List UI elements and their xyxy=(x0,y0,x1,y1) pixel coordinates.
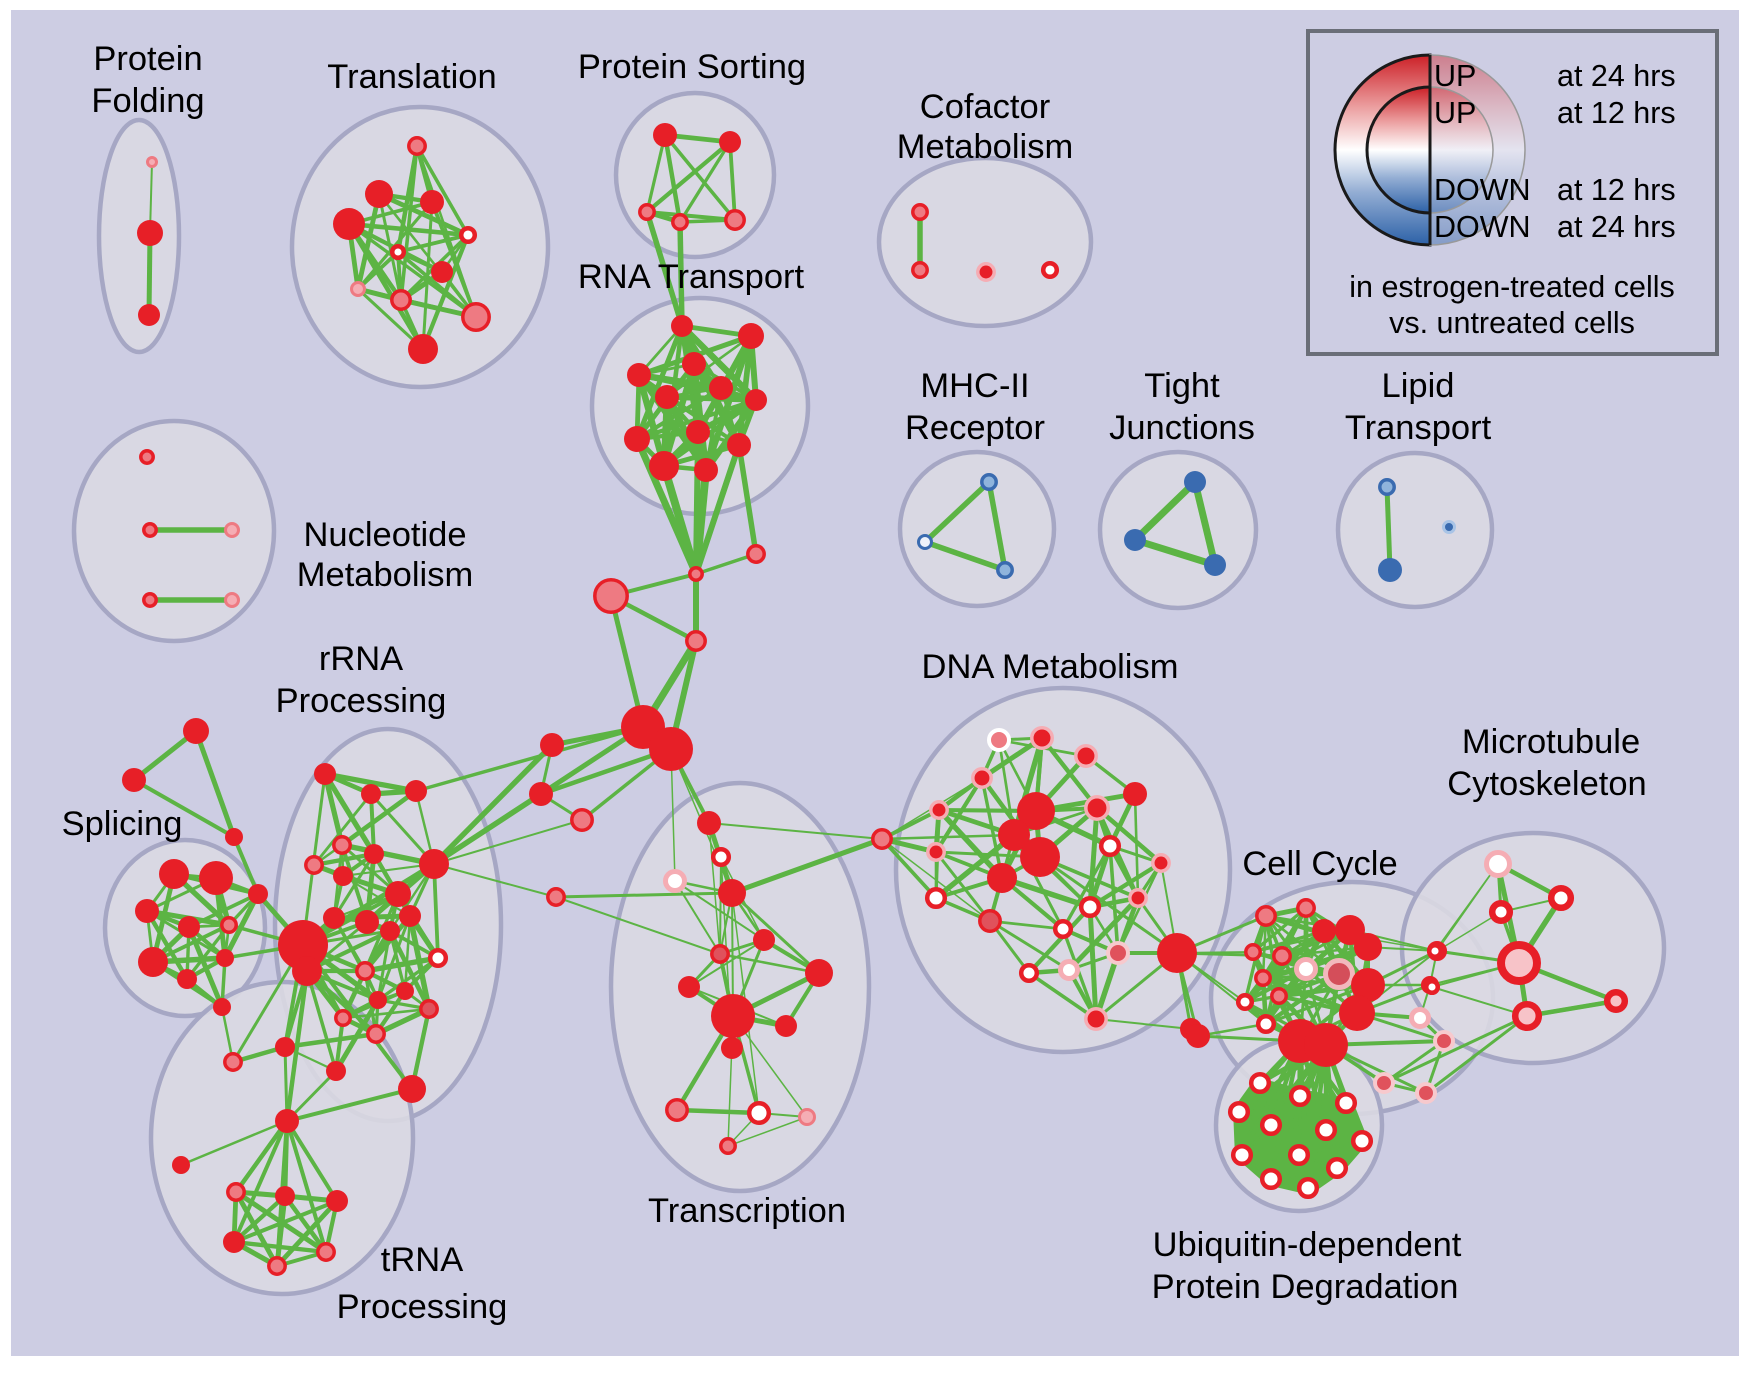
svg-text:Tight: Tight xyxy=(1144,367,1220,405)
svg-text:Translation: Translation xyxy=(327,58,496,96)
svg-text:at 24 hrs: at 24 hrs xyxy=(1557,59,1676,93)
svg-text:Lipid: Lipid xyxy=(1382,367,1455,405)
svg-text:Cytoskeleton: Cytoskeleton xyxy=(1447,765,1646,803)
svg-text:Cofactor: Cofactor xyxy=(920,88,1050,126)
svg-text:DOWN: DOWN xyxy=(1434,173,1531,207)
svg-text:DNA Metabolism: DNA Metabolism xyxy=(922,648,1179,686)
svg-text:Metabolism: Metabolism xyxy=(897,128,1073,166)
svg-text:Folding: Folding xyxy=(91,82,204,120)
svg-text:Protein Sorting: Protein Sorting xyxy=(578,48,806,86)
svg-text:Metabolism: Metabolism xyxy=(297,556,473,594)
svg-text:Splicing: Splicing xyxy=(62,805,183,843)
svg-text:Protein: Protein xyxy=(93,40,202,78)
svg-text:Microtubule: Microtubule xyxy=(1462,723,1640,761)
svg-text:Processing: Processing xyxy=(337,1288,508,1326)
svg-text:Transport: Transport xyxy=(1345,409,1492,447)
svg-text:rRNA: rRNA xyxy=(319,640,403,678)
svg-text:Processing: Processing xyxy=(276,682,447,720)
svg-text:at 12 hrs: at 12 hrs xyxy=(1557,173,1676,207)
svg-text:Cell Cycle: Cell Cycle xyxy=(1242,845,1397,883)
svg-text:in estrogen-treated cells: in estrogen-treated cells xyxy=(1349,270,1675,304)
svg-text:Protein Degradation: Protein Degradation xyxy=(1152,1268,1459,1306)
svg-text:Nucleotide: Nucleotide xyxy=(303,516,466,554)
svg-text:Transcription: Transcription xyxy=(648,1192,846,1230)
svg-text:at 12 hrs: at 12 hrs xyxy=(1557,96,1676,130)
svg-text:tRNA: tRNA xyxy=(381,1241,463,1279)
svg-text:Ubiquitin-dependent: Ubiquitin-dependent xyxy=(1153,1226,1462,1264)
svg-text:DOWN: DOWN xyxy=(1434,210,1531,244)
svg-text:Junctions: Junctions xyxy=(1109,409,1255,447)
svg-text:RNA Transport: RNA Transport xyxy=(578,258,805,296)
svg-text:Receptor: Receptor xyxy=(905,409,1045,447)
svg-text:UP: UP xyxy=(1434,96,1476,130)
svg-text:MHC-II: MHC-II xyxy=(920,367,1029,405)
svg-text:at 24 hrs: at 24 hrs xyxy=(1557,210,1676,244)
svg-text:UP: UP xyxy=(1434,59,1476,93)
svg-text:vs. untreated cells: vs. untreated cells xyxy=(1389,306,1635,340)
